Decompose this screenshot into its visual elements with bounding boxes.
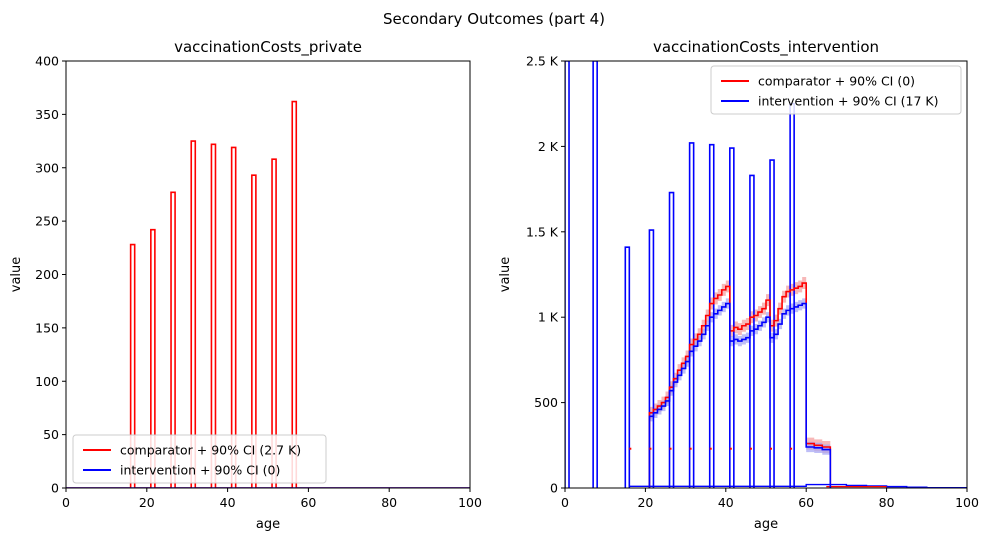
intervention-spike — [565, 61, 570, 488]
intervention-series-line — [648, 302, 832, 488]
x-tick-label: 20 — [637, 495, 653, 510]
y-tick-label: 400 — [35, 54, 59, 69]
y-tick-label: 200 — [35, 267, 59, 282]
y-tick-label: 150 — [35, 320, 59, 335]
y-tick-label: 1 K — [538, 310, 559, 325]
y-tick-label: 500 — [534, 395, 558, 410]
y-axis-label: value — [9, 257, 24, 293]
y-tick-label: 0 — [51, 481, 59, 496]
y-tick-label: 350 — [35, 107, 59, 122]
x-tick-label: 100 — [955, 495, 979, 510]
intervention-spike — [648, 229, 655, 488]
x-tick-label: 60 — [300, 495, 316, 510]
series-line-comparator — [66, 100, 470, 488]
intervention-spike — [624, 246, 631, 488]
legend: comparator + 90% CI (0) intervention + 90… — [710, 65, 962, 115]
x-tick-label: 40 — [718, 495, 734, 510]
y-tick-label: 100 — [35, 374, 59, 389]
legend-box — [72, 434, 327, 484]
y-tick-label: 250 — [35, 214, 59, 229]
legend-label: intervention + 90% CI (0) — [120, 463, 280, 478]
y-tick-label: 50 — [43, 427, 59, 442]
legend-label: comparator + 90% CI (0) — [758, 74, 915, 89]
legend-label: intervention + 90% CI (17 K) — [758, 94, 938, 109]
y-tick-label: 1.5 K — [526, 224, 559, 239]
x-tick-label: 20 — [139, 495, 155, 510]
figure-suptitle: Secondary Outcomes (part 4) — [383, 10, 605, 28]
legend-label: comparator + 90% CI (2.7 K) — [120, 443, 301, 458]
x-axis-label: age — [754, 517, 778, 532]
intervention-spike — [668, 191, 675, 488]
axes-frame — [65, 60, 471, 489]
y-tick-label: 300 — [35, 160, 59, 175]
x-tick-label: 0 — [62, 495, 70, 510]
chart-title: vaccinationCosts_intervention — [653, 38, 879, 57]
chart-title: vaccinationCosts_private — [174, 38, 362, 57]
x-tick-label: 80 — [879, 495, 895, 510]
comparator-series-line — [648, 282, 832, 488]
y-tick-label: 0 — [550, 481, 558, 496]
x-tick-label: 40 — [220, 495, 236, 510]
plot-area — [565, 61, 967, 488]
legend: comparator + 90% CI (2.7 K) intervention … — [72, 434, 327, 484]
x-tick-label: 60 — [798, 495, 814, 510]
plot-area — [66, 100, 470, 488]
intervention-spike — [688, 142, 695, 488]
intervention-low-tail — [629, 483, 967, 488]
x-tick-label: 80 — [381, 495, 397, 510]
legend-box — [710, 65, 962, 115]
y-axis-label: value — [498, 257, 513, 293]
x-tick-label: 0 — [561, 495, 569, 510]
x-axis-label: age — [256, 517, 280, 532]
axes-frame — [564, 60, 968, 489]
x-tick-label: 100 — [458, 495, 482, 510]
intervention-spike — [592, 61, 598, 488]
y-tick-label: 2.5 K — [526, 54, 559, 69]
y-tick-label: 2 K — [538, 139, 559, 154]
